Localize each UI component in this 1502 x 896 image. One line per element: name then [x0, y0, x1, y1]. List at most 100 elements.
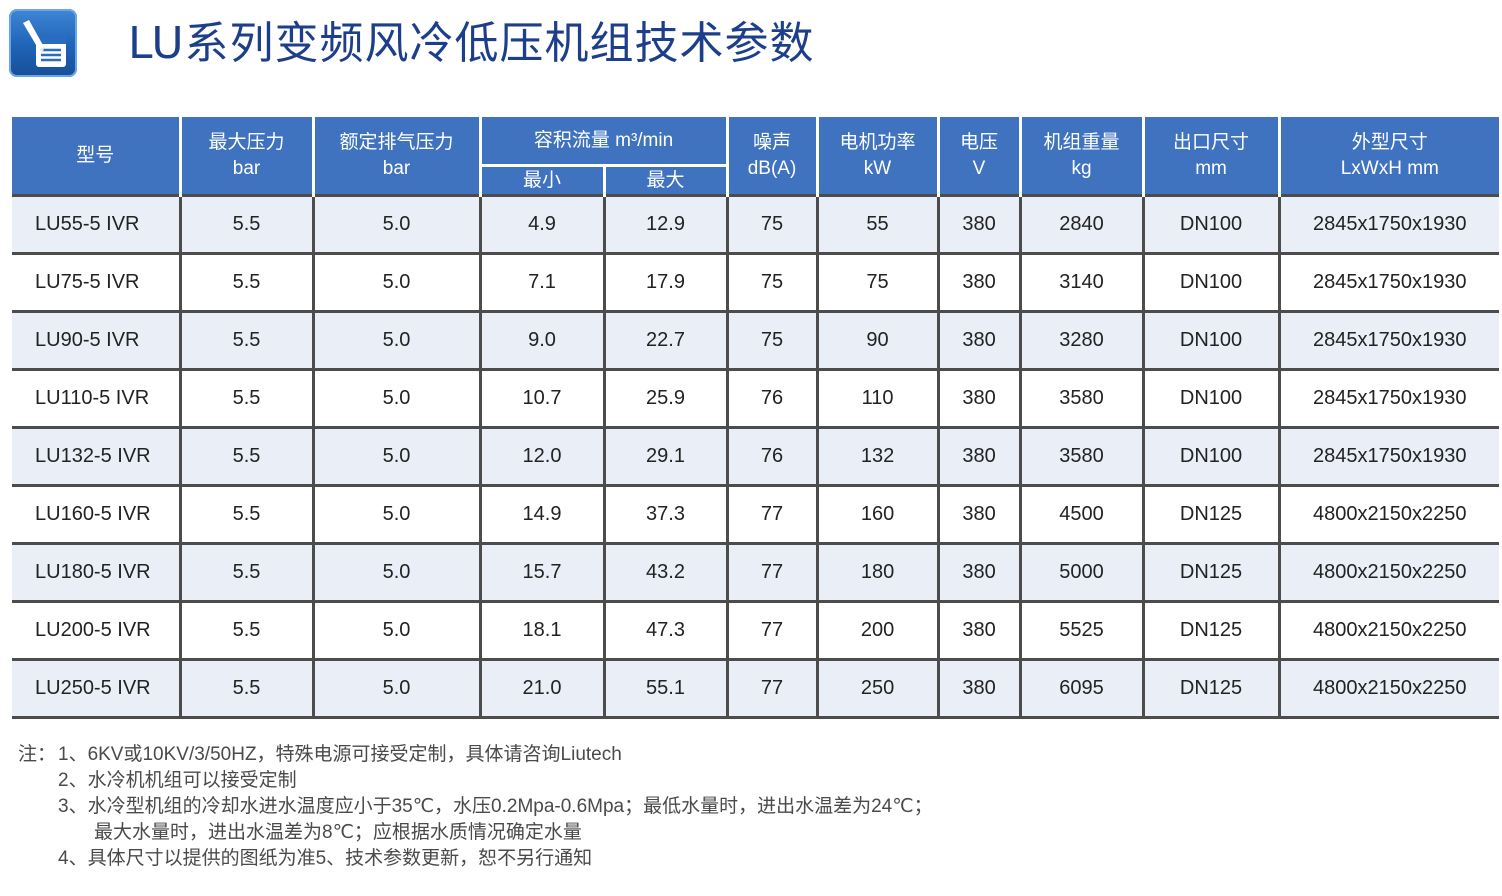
- cell-flow-min: 10.7: [478, 369, 604, 429]
- cell-noise: 75: [725, 311, 818, 371]
- cell-flow-max: 47.3: [602, 601, 728, 661]
- cell-model: LU180-5 IVR: [12, 543, 180, 603]
- cell-rated-pressure: 5.0: [311, 369, 480, 429]
- cell-max-pressure: 5.5: [178, 659, 313, 719]
- cell-weight: 2840: [1018, 194, 1144, 255]
- cell-weight: 3580: [1018, 369, 1144, 429]
- cell-max-pressure: 5.5: [178, 253, 313, 313]
- header-noise: 噪声 dB(A): [725, 117, 818, 196]
- cell-flow-min: 7.1: [478, 253, 604, 313]
- cell-dimensions: 4800x2150x2250: [1277, 543, 1500, 603]
- cell-dimensions: 2845x1750x1930: [1277, 311, 1500, 371]
- cell-noise: 77: [725, 543, 818, 603]
- cell-flow-min: 4.9: [478, 194, 604, 255]
- cell-flow-max: 17.9: [602, 253, 728, 313]
- cell-voltage: 380: [936, 311, 1021, 371]
- cell-outlet: DN100: [1141, 369, 1280, 429]
- cell-rated-pressure: 5.0: [311, 427, 480, 487]
- cell-max-pressure: 5.5: [178, 485, 313, 545]
- cell-weight: 5000: [1018, 543, 1144, 603]
- note-item: 1、6KV或10KV/3/50HZ，特殊电源可接受定制，具体请咨询Liutech: [58, 744, 622, 765]
- spec-table: 型号 最大压力 bar 额定排气压力 bar 容积流量 m³/min 噪声 dB(A)…: [12, 117, 1500, 719]
- table-row: LU180-5 IVR 5.5 5.0 15.7 43.2 77 180 380 5000 DN1…: [12, 543, 1500, 603]
- note-item: 最大水量时，进出水温差为8℃；应根据水质情况确定水量: [94, 822, 582, 843]
- header-rated-pressure: 额定排气压力 bar: [311, 117, 480, 196]
- cell-rated-pressure: 5.0: [311, 601, 480, 661]
- cell-voltage: 380: [936, 601, 1021, 661]
- header-flow: 容积流量 m³/min: [478, 117, 728, 166]
- cell-dimensions: 4800x2150x2250: [1277, 485, 1500, 545]
- cell-voltage: 380: [936, 427, 1021, 487]
- table-row: LU160-5 IVR 5.5 5.0 14.9 37.3 77 160 380 4500 DN1…: [12, 485, 1500, 545]
- cell-noise: 76: [725, 369, 818, 429]
- cell-rated-pressure: 5.0: [311, 659, 480, 719]
- header-flow-max: 最大: [602, 164, 728, 196]
- notes-label: 注：: [18, 744, 57, 765]
- cell-weight: 4500: [1018, 485, 1144, 545]
- cell-max-pressure: 5.5: [178, 601, 313, 661]
- cell-power: 200: [815, 601, 939, 661]
- cell-max-pressure: 5.5: [178, 194, 313, 255]
- cell-voltage: 380: [936, 369, 1021, 429]
- header-model: 型号: [12, 117, 180, 196]
- header-voltage: 电压 V: [936, 117, 1021, 196]
- header-outlet: 出口尺寸 mm: [1141, 117, 1280, 196]
- cell-power: 180: [815, 543, 939, 603]
- cell-flow-min: 14.9: [478, 485, 604, 545]
- cell-flow-max: 29.1: [602, 427, 728, 487]
- cell-flow-max: 43.2: [602, 543, 728, 603]
- cell-dimensions: 2845x1750x1930: [1277, 194, 1500, 255]
- header-power: 电机功率 kW: [815, 117, 939, 196]
- table-row: LU250-5 IVR 5.5 5.0 21.0 55.1 77 250 380 6095 DN1…: [12, 659, 1500, 719]
- note-item: 4、具体尺寸以提供的图纸为准5、技术参数更新，恕不另行通知: [58, 848, 593, 869]
- page-title: LU系列变频风冷低压机组技术参数: [128, 18, 815, 69]
- cell-model: LU200-5 IVR: [12, 601, 180, 661]
- cell-noise: 77: [725, 601, 818, 661]
- cell-flow-max: 12.9: [602, 194, 728, 255]
- cell-flow-max: 22.7: [602, 311, 728, 371]
- cell-noise: 75: [725, 194, 818, 255]
- cell-weight: 6095: [1018, 659, 1144, 719]
- cell-model: LU110-5 IVR: [12, 369, 180, 429]
- cell-voltage: 380: [936, 194, 1021, 255]
- table-row: LU55-5 IVR 5.5 5.0 4.9 12.9 75 55 380 2840 DN100 2…: [12, 194, 1500, 255]
- cell-outlet: DN125: [1141, 485, 1280, 545]
- cell-power: 110: [815, 369, 939, 429]
- cell-model: LU132-5 IVR: [12, 427, 180, 487]
- notes: 注： 1、6KV或10KV/3/50HZ，特殊电源可接受定制，具体请咨询Liut…: [18, 742, 933, 872]
- cell-model: LU55-5 IVR: [12, 194, 180, 255]
- cell-rated-pressure: 5.0: [311, 311, 480, 371]
- cell-dimensions: 2845x1750x1930: [1277, 253, 1500, 313]
- cell-outlet: DN125: [1141, 543, 1280, 603]
- cell-outlet: DN125: [1141, 601, 1280, 661]
- header-weight: 机组重量 kg: [1018, 117, 1144, 196]
- table-row: LU200-5 IVR 5.5 5.0 18.1 47.3 77 200 380 5525 DN1…: [12, 601, 1500, 661]
- cell-outlet: DN125: [1141, 659, 1280, 719]
- cell-noise: 77: [725, 659, 818, 719]
- table-row: LU75-5 IVR 5.5 5.0 7.1 17.9 75 75 380 3140 DN100 2…: [12, 253, 1500, 313]
- note-item: 3、水冷型机组的冷却水进水温度应小于35℃，水压0.2Mpa-0.6Mpa；最低…: [58, 796, 933, 817]
- cell-flow-min: 18.1: [478, 601, 604, 661]
- cell-dimensions: 2845x1750x1930: [1277, 427, 1500, 487]
- note-item: 2、水冷机机组可以接受定制: [58, 770, 297, 791]
- cell-voltage: 380: [936, 659, 1021, 719]
- cell-flow-min: 9.0: [478, 311, 604, 371]
- cell-flow-min: 12.0: [478, 427, 604, 487]
- cell-power: 250: [815, 659, 939, 719]
- cell-dimensions: 2845x1750x1930: [1277, 369, 1500, 429]
- table-row: LU110-5 IVR 5.5 5.0 10.7 25.9 76 110 380 3580 DN1…: [12, 369, 1500, 429]
- cell-weight: 3580: [1018, 427, 1144, 487]
- cell-power: 90: [815, 311, 939, 371]
- cell-voltage: 380: [936, 253, 1021, 313]
- table-row: LU90-5 IVR 5.5 5.0 9.0 22.7 75 90 380 3280 DN100 2…: [12, 311, 1500, 371]
- cell-rated-pressure: 5.0: [311, 253, 480, 313]
- header-flow-min: 最小: [478, 164, 604, 196]
- cell-outlet: DN100: [1141, 194, 1280, 255]
- cell-outlet: DN100: [1141, 253, 1280, 313]
- cell-model: LU90-5 IVR: [12, 311, 180, 371]
- cell-noise: 75: [725, 253, 818, 313]
- cell-max-pressure: 5.5: [178, 543, 313, 603]
- cell-max-pressure: 5.5: [178, 427, 313, 487]
- cell-model: LU160-5 IVR: [12, 485, 180, 545]
- cell-dimensions: 4800x2150x2250: [1277, 601, 1500, 661]
